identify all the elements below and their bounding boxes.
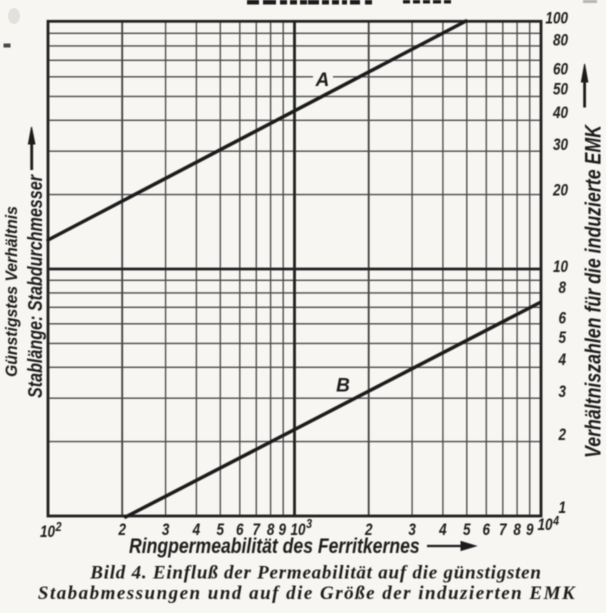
svg-text:10: 10 — [291, 521, 307, 540]
svg-text:10: 10 — [538, 516, 554, 535]
svg-text:B: B — [336, 376, 350, 397]
svg-text:40: 40 — [552, 104, 568, 123]
svg-text:3: 3 — [162, 521, 170, 540]
svg-text:3: 3 — [408, 521, 416, 540]
svg-text:Ringpermeabilität des Ferritke: Ringpermeabilität des Ferritkernes — [129, 535, 420, 559]
svg-text:30: 30 — [553, 136, 569, 155]
svg-text:10: 10 — [40, 523, 56, 542]
svg-text:3: 3 — [558, 383, 566, 402]
svg-text:9: 9 — [526, 521, 534, 540]
svg-text:7: 7 — [499, 521, 507, 540]
svg-text:2: 2 — [364, 521, 373, 540]
svg-text:Verhältniszahlen für die induz: Verhältniszahlen für die induzierte EMK — [582, 124, 606, 458]
svg-text:8: 8 — [513, 521, 521, 540]
svg-text:80: 80 — [553, 31, 569, 50]
svg-text:Stablänge: Stabdurchmesser: Stablänge: Stabdurchmesser — [24, 174, 46, 398]
svg-text:20: 20 — [552, 181, 568, 200]
svg-text:6: 6 — [236, 521, 244, 540]
svg-text:5: 5 — [558, 329, 566, 348]
svg-text:8: 8 — [558, 279, 566, 298]
svg-text:3: 3 — [306, 516, 312, 531]
svg-text:2: 2 — [558, 426, 567, 445]
svg-text:60: 60 — [553, 60, 569, 79]
svg-text:8: 8 — [267, 521, 275, 540]
svg-text:6: 6 — [558, 309, 566, 328]
svg-text:4: 4 — [438, 521, 447, 540]
svg-text:Bild 4. Einfluß der Permeabili: Bild 4. Einfluß der Permeabilität auf di… — [89, 563, 541, 584]
svg-text:Günstigstes Verhältnis: Günstigstes Verhältnis — [2, 206, 21, 377]
svg-text:Stababmessungen und auf die Gr: Stababmessungen und auf die Größe der in… — [38, 583, 576, 604]
svg-text:4: 4 — [552, 513, 559, 528]
svg-text:6: 6 — [483, 521, 491, 540]
svg-text:2: 2 — [118, 521, 127, 540]
svg-text:7: 7 — [253, 521, 261, 540]
svg-text:4: 4 — [558, 351, 567, 370]
svg-text:100: 100 — [545, 9, 568, 28]
svg-text:4: 4 — [192, 521, 201, 540]
svg-text:1: 1 — [558, 499, 566, 518]
svg-text:5: 5 — [217, 521, 225, 540]
svg-text:9: 9 — [278, 521, 286, 540]
svg-text:50: 50 — [553, 80, 569, 99]
svg-text:10: 10 — [553, 258, 569, 277]
svg-text:A: A — [315, 70, 330, 91]
svg-text:5: 5 — [463, 521, 471, 540]
svg-text:2: 2 — [55, 519, 62, 534]
